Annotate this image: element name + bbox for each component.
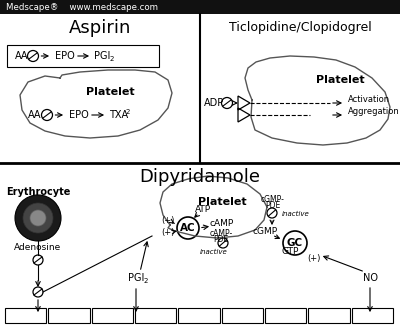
- FancyBboxPatch shape: [0, 0, 400, 14]
- FancyBboxPatch shape: [265, 308, 306, 323]
- Text: Platelet: Platelet: [198, 197, 246, 207]
- Text: AC: AC: [180, 223, 196, 233]
- Text: ATP: ATP: [195, 205, 211, 215]
- Text: 2: 2: [126, 109, 130, 115]
- Circle shape: [283, 231, 307, 255]
- Text: Activation: Activation: [348, 96, 390, 105]
- Text: Adenosine: Adenosine: [14, 244, 62, 253]
- Text: TXA: TXA: [109, 110, 128, 120]
- Text: GC: GC: [287, 238, 303, 248]
- Text: GTP: GTP: [282, 247, 299, 257]
- Text: Platelet: Platelet: [316, 75, 364, 85]
- Text: EPO: EPO: [55, 51, 75, 61]
- Text: (+): (+): [161, 215, 175, 225]
- Text: AA: AA: [28, 110, 42, 120]
- Circle shape: [23, 203, 53, 233]
- Text: Aggregation: Aggregation: [348, 108, 400, 116]
- Text: PDE: PDE: [265, 200, 281, 210]
- FancyBboxPatch shape: [178, 308, 220, 323]
- FancyBboxPatch shape: [92, 308, 133, 323]
- FancyBboxPatch shape: [135, 308, 176, 323]
- FancyBboxPatch shape: [48, 308, 90, 323]
- Text: cAMP-: cAMP-: [209, 230, 233, 239]
- FancyBboxPatch shape: [308, 308, 350, 323]
- Text: cGMP-: cGMP-: [261, 196, 285, 204]
- Text: EPO: EPO: [69, 110, 89, 120]
- Text: inactive: inactive: [200, 249, 228, 255]
- Text: inactive: inactive: [282, 211, 310, 217]
- Text: Erythrocyte: Erythrocyte: [6, 187, 70, 197]
- Text: 2: 2: [144, 278, 148, 284]
- Text: PGI: PGI: [94, 51, 110, 61]
- Text: cGMP: cGMP: [252, 228, 278, 236]
- Text: 2: 2: [110, 56, 114, 62]
- FancyBboxPatch shape: [7, 45, 159, 67]
- FancyBboxPatch shape: [352, 308, 393, 323]
- Text: (+): (+): [161, 228, 175, 236]
- Circle shape: [15, 195, 61, 241]
- Text: Dipyridamole: Dipyridamole: [140, 168, 260, 186]
- Circle shape: [30, 210, 46, 226]
- Text: cAMP: cAMP: [210, 218, 234, 228]
- FancyBboxPatch shape: [0, 14, 400, 326]
- Text: Medscape®    www.medscape.com: Medscape® www.medscape.com: [6, 3, 158, 11]
- FancyBboxPatch shape: [5, 308, 46, 323]
- Text: ADP: ADP: [204, 98, 224, 108]
- Text: (+): (+): [307, 254, 321, 262]
- Text: Aspirin: Aspirin: [69, 19, 131, 37]
- Text: Ticlopidine/Clopidogrel: Ticlopidine/Clopidogrel: [229, 22, 371, 35]
- Text: AA: AA: [15, 51, 28, 61]
- Text: PDE: PDE: [213, 234, 229, 244]
- Circle shape: [177, 217, 199, 239]
- FancyBboxPatch shape: [222, 308, 263, 323]
- Text: PGI: PGI: [128, 273, 144, 283]
- Text: NO: NO: [362, 273, 378, 283]
- Text: Platelet: Platelet: [86, 87, 134, 97]
